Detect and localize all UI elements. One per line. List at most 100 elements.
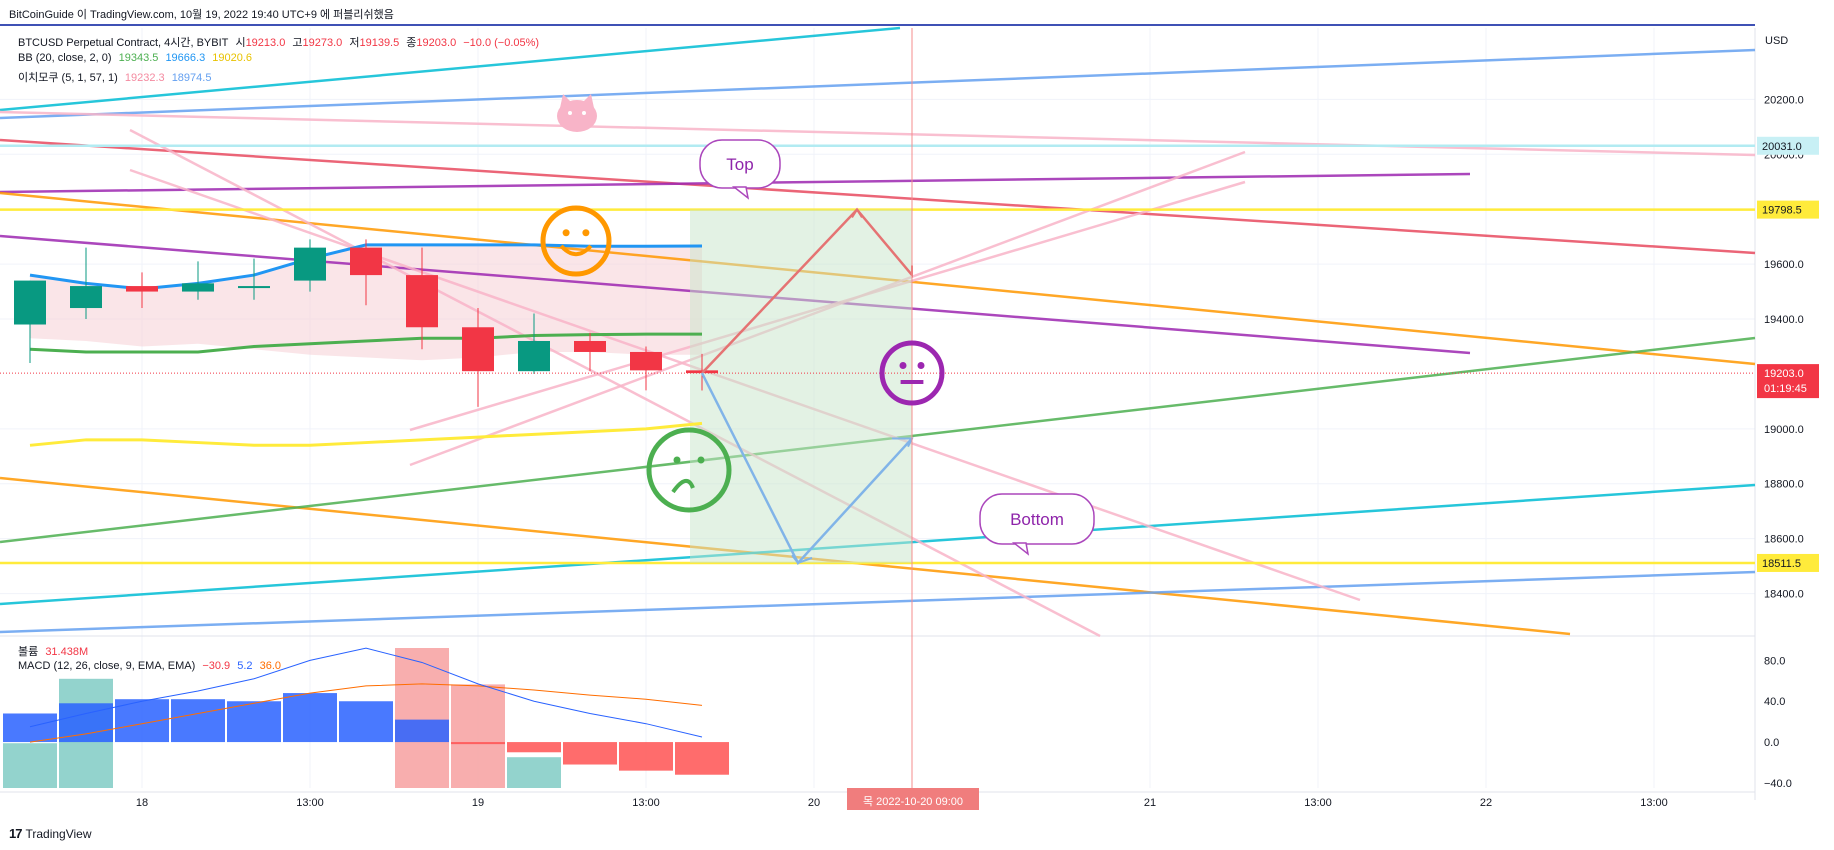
candle-body[interactable] [518, 340, 550, 372]
macd-histogram-bar [563, 742, 617, 765]
candle-body[interactable] [182, 283, 214, 292]
legend-low-label: 저 [349, 37, 360, 49]
macd-histogram-bar [283, 693, 337, 743]
macd-tick-label: 80.0 [1764, 655, 1785, 667]
crosshair-date-label: 목 2022-10-20 09:00 [863, 795, 963, 808]
ichimoku-lag-line [29, 421, 703, 447]
candle-body[interactable] [294, 247, 326, 281]
time-tick-label: 20 [808, 797, 820, 809]
tradingview-logo-icon: 17 [9, 826, 23, 841]
footer-brand[interactable]: TradingView [25, 826, 92, 841]
legend-volume-row[interactable]: 볼륨 31.438M [18, 643, 92, 659]
legend-open-label: 시 [235, 37, 246, 49]
trend-line[interactable] [0, 570, 1756, 634]
footer: 17 TradingView [9, 826, 92, 841]
legend-macd-line: 5.2 [237, 660, 253, 672]
countdown-label: 01:19:45 [1764, 383, 1807, 395]
candle-body[interactable] [70, 286, 102, 309]
legend-ohlc: 시19213.0 고19273.0 저19139.5 종19203.0 −10.… [235, 37, 539, 49]
legend-bb-lower: 19020.6 [212, 52, 253, 64]
trend-line[interactable] [129, 128, 1101, 638]
legend-macd-row[interactable]: MACD (12, 26, close, 9, EMA, EMA) −30.9 … [18, 660, 285, 672]
last-price-label-bg [1757, 364, 1819, 399]
price-tick-label: 19000.0 [1764, 424, 1804, 436]
legend-high-value: 19273.0 [302, 37, 343, 49]
legend-open-value: 19213.0 [245, 37, 286, 49]
legend-symbol[interactable]: BTCUSD Perpetual Contract, 4시간, BYBIT [18, 37, 229, 49]
happy-face-icon[interactable] [540, 205, 612, 277]
macd-histogram-bar [339, 701, 393, 743]
legend-bb-basis: 19343.5 [118, 52, 159, 64]
legend-bb-label: BB (20, close, 2, 0) [18, 52, 112, 64]
price-tick-label: 19600.0 [1764, 259, 1804, 271]
crosshair-date-bg [847, 788, 979, 810]
price-tick-label: 18600.0 [1764, 534, 1804, 546]
legend-volume-value: 31.438M [45, 646, 89, 658]
time-tick-label: 13:00 [296, 797, 324, 809]
cat-sticker-icon[interactable] [557, 94, 597, 132]
price-label-level2: 19798.5 [1762, 205, 1802, 217]
candle-body[interactable] [406, 275, 438, 328]
candle-body[interactable] [126, 286, 158, 292]
arrow-head-icon [851, 207, 863, 218]
legend-symbol-row: BTCUSD Perpetual Contract, 4시간, BYBIT 시1… [18, 34, 543, 50]
candle-body[interactable] [350, 247, 382, 276]
price-label-level1-bg [1757, 136, 1819, 155]
price-tick-label: 19400.0 [1764, 314, 1804, 326]
bottom-speech-bubble-text: Bottom [1010, 510, 1064, 529]
time-tick-label: 13:00 [632, 797, 660, 809]
macd-histogram-bar [619, 742, 673, 771]
legend-high-label: 고 [292, 37, 303, 49]
trend-line[interactable] [0, 138, 1756, 255]
legend-change: −10.0 (−0.05%) [463, 37, 540, 49]
macd-histogram-bar [227, 701, 281, 743]
legend-ichimoku-label: 이치모쿠 (5, 1, 57, 1) [18, 72, 118, 84]
candle-body[interactable] [462, 327, 494, 372]
macd-histogram-bar [451, 742, 505, 745]
price-tick-label: 18800.0 [1764, 479, 1804, 491]
volume-bar [3, 743, 57, 788]
price-tick-label: 20200.0 [1764, 94, 1804, 106]
projection-box[interactable] [690, 209, 912, 563]
time-tick-label: 13:00 [1304, 797, 1332, 809]
trend-line[interactable] [0, 26, 901, 112]
trend-line[interactable] [0, 110, 1756, 157]
legend-bb-row[interactable]: BB (20, close, 2, 0) 19343.5 19666.3 190… [18, 52, 256, 64]
time-tick-label: 18 [136, 797, 148, 809]
price-tick-label: 18400.0 [1764, 589, 1804, 601]
volume-bar [451, 684, 505, 788]
legend-macd-label: MACD (12, 26, close, 9, EMA, EMA) [18, 660, 196, 672]
time-tick-label: 19 [472, 797, 484, 809]
legend-bb-upper: 19666.3 [165, 52, 206, 64]
time-tick-label: 21 [1144, 797, 1156, 809]
macd-tick-label: 0.0 [1764, 737, 1779, 749]
last-price-label: 19203.0 [1764, 368, 1804, 380]
legend-ichimoku-row[interactable]: 이치모쿠 (5, 1, 57, 1) 19232.3 18974.5 [18, 69, 215, 85]
candle-body[interactable] [630, 351, 662, 371]
legend-close-label: 종 [406, 37, 417, 49]
trend-line[interactable] [0, 48, 1756, 120]
top-speech-bubble[interactable]: Top [699, 139, 781, 200]
candle-body[interactable] [14, 280, 46, 325]
candle-body[interactable] [238, 286, 270, 289]
legend-volume-label: 볼륨 [18, 646, 39, 658]
macd-histogram-bar [395, 719, 449, 743]
bottom-speech-bubble[interactable]: Bottom [979, 493, 1095, 556]
volume-bar [507, 757, 561, 788]
macd-signal-line [29, 683, 703, 743]
worried-face-icon[interactable] [646, 427, 732, 513]
macd-histogram-bar [507, 742, 561, 753]
legend-low-value: 19139.5 [359, 37, 400, 49]
price-label-level3: 18511.5 [1762, 558, 1801, 570]
neutral-face-icon[interactable] [879, 340, 945, 406]
macd-tick-label: 40.0 [1764, 696, 1785, 708]
legend-macd-signal: 36.0 [259, 660, 282, 672]
macd-histogram-bar [3, 713, 57, 743]
volume-bar [395, 648, 449, 788]
candle-body[interactable] [574, 340, 606, 352]
macd-histogram-bar [675, 742, 729, 775]
time-tick-label: 13:00 [1640, 797, 1668, 809]
price-label-level2-bg [1757, 200, 1819, 219]
currency-label: USD [1765, 35, 1788, 47]
